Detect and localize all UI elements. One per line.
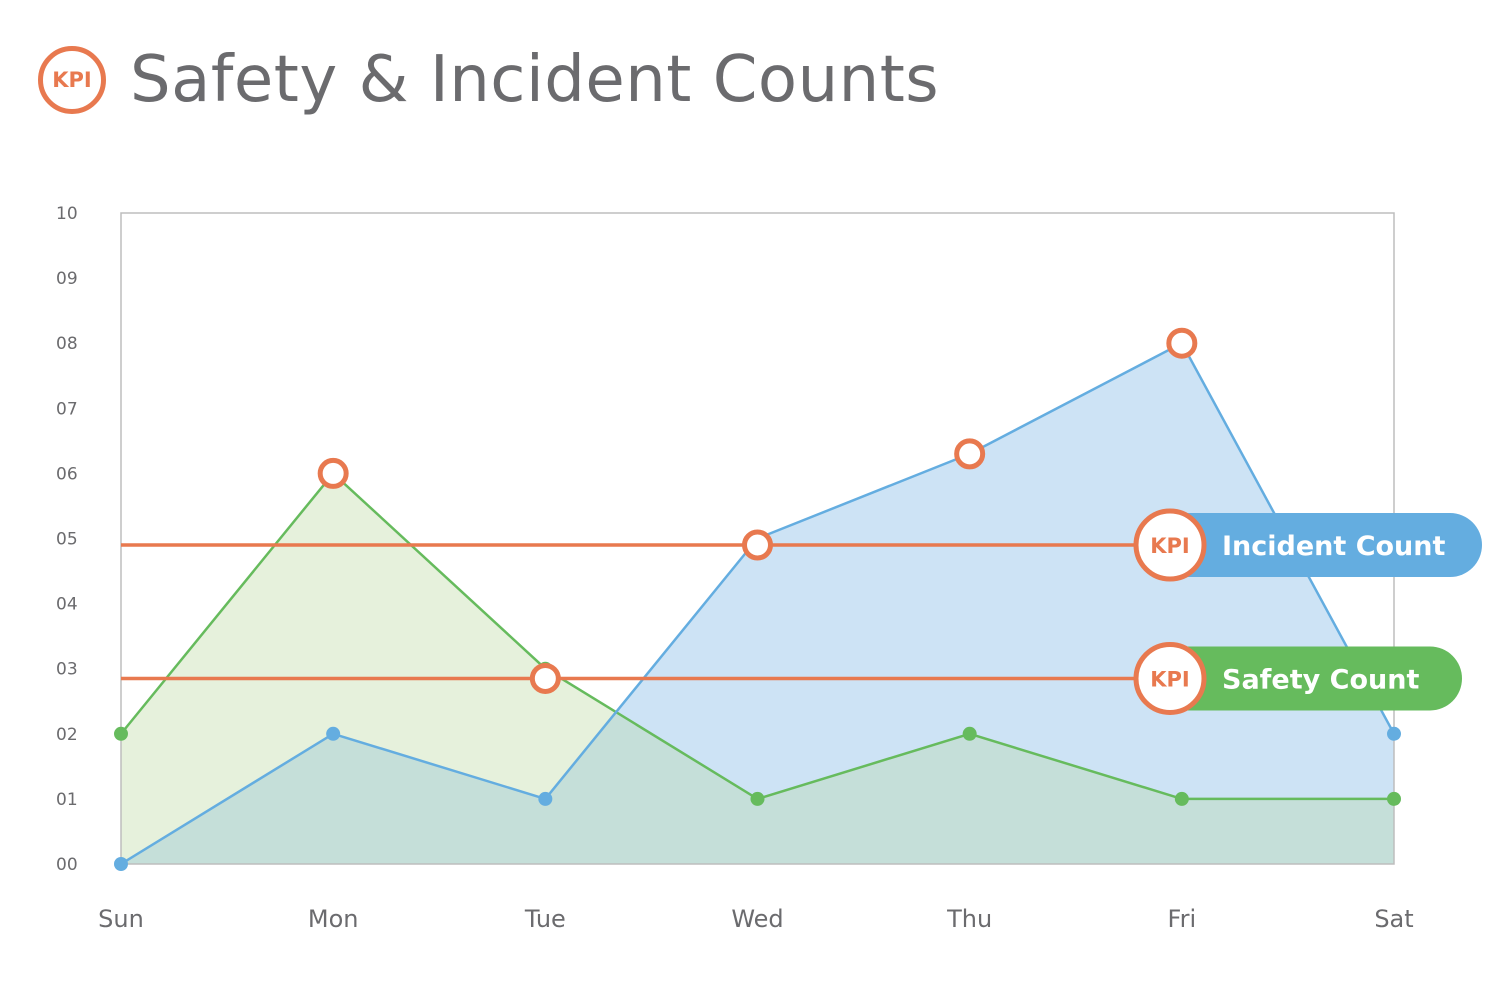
page-title: Safety & Incident Counts	[130, 43, 940, 117]
kpi-badge-icon: KPI	[38, 46, 106, 114]
x-tick-label: Tue	[524, 905, 566, 933]
y-tick-label: 01	[56, 790, 78, 810]
y-tick-label: 06	[56, 464, 78, 484]
x-tick-label: Wed	[731, 905, 783, 933]
incident-point	[326, 726, 341, 741]
x-tick-label: Fri	[1168, 905, 1197, 933]
kpi-badge-text: KPI	[52, 68, 92, 92]
y-tick-label: 08	[56, 334, 78, 354]
y-tick-label: 05	[56, 530, 78, 550]
safety-point	[1174, 791, 1189, 806]
kpi-marker	[529, 662, 561, 694]
kpi-pill-badge-icon	[1133, 508, 1207, 582]
safety-point	[962, 726, 977, 741]
y-tick-label: 04	[56, 595, 78, 615]
y-tick-label: 09	[56, 269, 78, 289]
x-tick-label: Mon	[308, 905, 359, 933]
y-tick-label: 07	[56, 399, 78, 419]
incident-point	[1387, 726, 1401, 741]
kpi-marker	[1166, 327, 1198, 359]
incident-point	[114, 857, 128, 871]
safety-point	[1387, 791, 1401, 806]
kpi-pill-label-incident: Incident Count	[1222, 531, 1446, 562]
safety-point	[114, 726, 128, 741]
kpi-marker	[742, 529, 773, 561]
kpi-pill-safety	[1160, 646, 1462, 711]
incident-area	[121, 343, 1394, 864]
incident-point	[538, 791, 553, 806]
x-tick-label: Sun	[98, 905, 144, 933]
kpi-pill-badge-icon	[1133, 641, 1207, 715]
x-tick-label: Sat	[1374, 905, 1413, 933]
kpi-pill-label-safety: Safety Count	[1222, 664, 1419, 695]
y-tick-label: 03	[56, 660, 78, 680]
kpi-pill-incident	[1160, 513, 1482, 578]
y-tick-label: 10	[56, 204, 78, 224]
header: KPI Safety & Incident Counts	[38, 32, 939, 128]
kpi-pill-badge-text: KPI	[1150, 667, 1189, 691]
kpi-marker	[954, 438, 986, 470]
y-tick-label: 02	[56, 725, 78, 745]
x-tick-label: Thu	[946, 905, 992, 933]
kpi-pill-badge-text: KPI	[1150, 534, 1189, 558]
y-tick-label: 00	[56, 855, 78, 875]
safety-point	[750, 791, 765, 806]
kpi-marker	[317, 457, 349, 489]
